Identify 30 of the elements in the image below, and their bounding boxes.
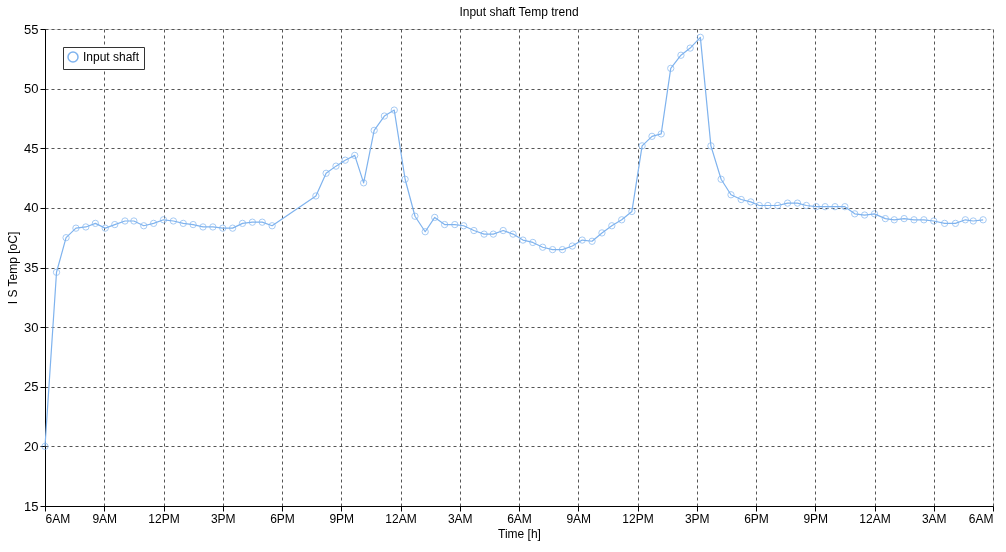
x-tick-label: 12AM xyxy=(859,511,891,526)
y-tick-label: 40 xyxy=(24,200,39,216)
y-tick-label: 20 xyxy=(24,438,39,454)
x-tick-label: 12PM xyxy=(622,511,654,526)
chart-title: Input shaft Temp trend xyxy=(459,5,579,19)
y-tick-label: 55 xyxy=(24,21,39,37)
x-tick-label: 3PM xyxy=(684,511,710,526)
y-tick-label: 50 xyxy=(24,81,39,97)
x-tick-label: 3PM xyxy=(210,511,236,526)
y-tick-label: 45 xyxy=(24,140,39,156)
x-tick-label: 6AM xyxy=(45,511,71,526)
x-tick-label: 9PM xyxy=(803,511,829,526)
x-tick-label: 9AM xyxy=(92,511,118,526)
y-tick-label: 25 xyxy=(24,379,39,395)
x-tick-label: 6PM xyxy=(744,511,769,526)
x-tick-label: 6AM xyxy=(968,511,994,526)
x-tick-label: 9AM xyxy=(566,511,592,526)
x-tick-label: 12PM xyxy=(148,511,180,526)
y-tick-label: 30 xyxy=(24,319,39,335)
y-tick-label: 15 xyxy=(24,498,39,514)
x-tick-label: 3AM xyxy=(447,511,473,526)
legend-label: Input shaft xyxy=(83,50,140,64)
x-tick-label: 9PM xyxy=(329,511,355,526)
y-axis-title: I S Temp [oC] xyxy=(6,231,21,305)
y-tick-label: 35 xyxy=(24,260,39,275)
x-tick-label: 12AM xyxy=(385,511,417,526)
x-axis-title: Time [h] xyxy=(498,526,541,541)
x-tick-label: 3AM xyxy=(921,511,947,526)
x-tick-label: 6PM xyxy=(270,511,295,526)
x-tick-label: 6AM xyxy=(507,511,532,526)
